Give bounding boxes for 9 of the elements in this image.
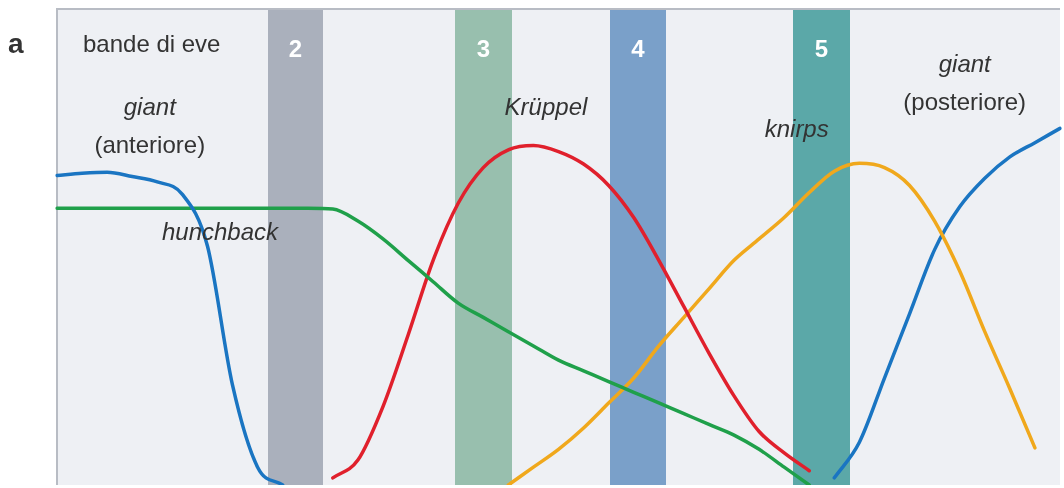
text: 3 <box>476 34 491 62</box>
text: 4 <box>631 34 646 62</box>
text: a <box>8 27 24 59</box>
text: bande di eve <box>83 29 221 57</box>
text: 2 <box>288 34 303 62</box>
series-label: giant (posteriore) <box>903 50 1027 116</box>
series-label: Krüppel <box>504 93 588 121</box>
series-label: giant (anteriore) <box>94 93 206 159</box>
text: 5 <box>814 34 829 62</box>
